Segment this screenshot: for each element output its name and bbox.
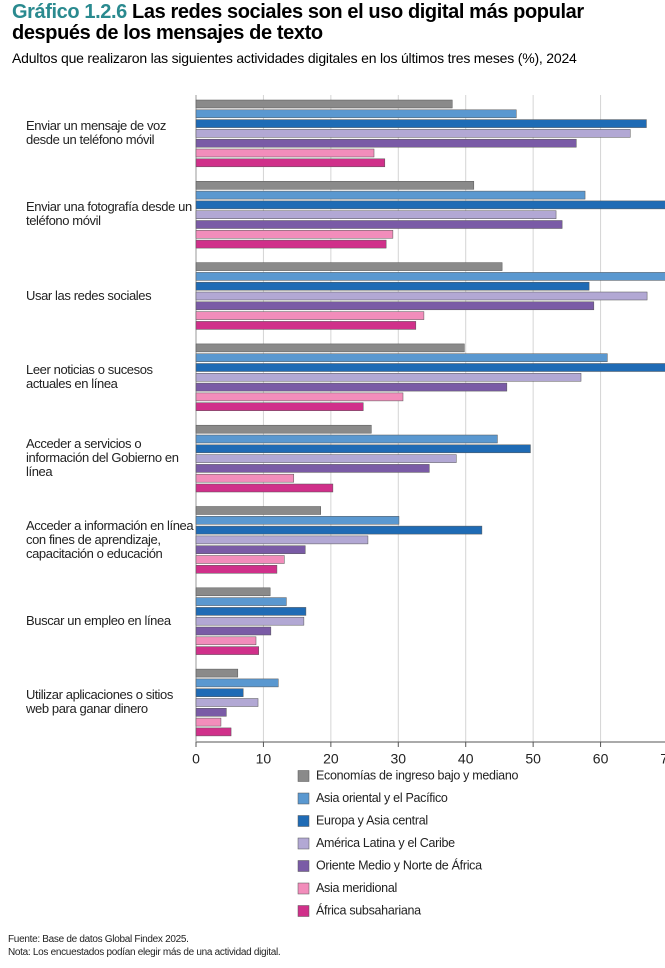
bar (195, 727, 232, 737)
legend-label: América Latina y el Caribe (316, 836, 455, 850)
bar (195, 483, 334, 493)
bar (195, 668, 239, 678)
category-label: Acceder a información en línea con fines… (26, 517, 194, 561)
bar (195, 382, 508, 392)
bar (195, 281, 590, 291)
legend-label: Oriente Medio y Norte de África (316, 857, 482, 872)
legend-label: Economías de ingreso bajo y mediano (316, 768, 518, 782)
x-tick-label: 60 (593, 751, 609, 767)
legend-swatch (297, 882, 310, 895)
bar (195, 210, 557, 219)
category-label: Enviar una fotografía desde un teléfono … (26, 199, 192, 229)
bar (195, 626, 272, 636)
bar (195, 565, 278, 574)
bar (195, 607, 307, 616)
x-tick-label: 10 (256, 751, 272, 767)
bar (195, 717, 222, 727)
x-tick-label: 40 (458, 751, 474, 767)
bar (195, 708, 227, 717)
bar (195, 444, 531, 454)
bar (195, 148, 375, 158)
bar (195, 402, 364, 411)
bar (195, 424, 372, 434)
bar (195, 119, 647, 128)
legend-label: África subsahariana (316, 902, 421, 917)
category-label: Enviar un mensaje de voz desde un teléfo… (26, 118, 166, 147)
bar (195, 301, 595, 311)
chart-subtitle: Adultos que realizaron las siguientes ac… (12, 50, 577, 66)
title-block: Gráfico 1.2.6 Las redes sociales son el … (12, 2, 652, 44)
bar (195, 587, 271, 597)
category-label: Usar las redes sociales (26, 287, 152, 303)
bar (195, 262, 503, 271)
bar (195, 636, 257, 646)
x-tick-label: 70 (660, 751, 665, 767)
x-tick-label: 20 (323, 751, 339, 767)
bar (195, 392, 404, 402)
category-label: Acceder a servicios o información del Go… (26, 436, 179, 480)
legend-swatch (297, 815, 310, 827)
legend-swatch (297, 860, 310, 872)
bar (195, 158, 386, 168)
bar (195, 473, 295, 483)
bar (195, 434, 498, 444)
bar (195, 181, 475, 190)
note: Nota: Los encuestados podían elegir más … (8, 947, 281, 958)
bar (195, 343, 465, 353)
category-label: Leer noticias o sucesos actuales en líne… (26, 361, 153, 391)
bar (195, 525, 483, 535)
bar (195, 353, 608, 362)
bar (195, 373, 582, 382)
bar (195, 129, 631, 138)
x-tick-label: 0 (192, 751, 200, 767)
x-tick-label: 30 (390, 751, 406, 767)
bar (195, 239, 387, 249)
bar (195, 230, 394, 239)
chart-title: Las redes sociales son el uso digital má… (12, 1, 584, 44)
category-label: Buscar un empleo en línea (26, 612, 171, 628)
legend-label: Asia meridional (316, 881, 397, 895)
bar (195, 678, 279, 688)
bar (195, 321, 417, 330)
legend-swatch (297, 792, 310, 805)
chart-label: Gráfico 1.2.6 (12, 1, 127, 23)
bar (195, 291, 648, 301)
bar (195, 272, 665, 281)
bar (195, 109, 517, 119)
bar (195, 616, 305, 626)
bar (195, 138, 577, 148)
bar (195, 363, 665, 372)
source: Fuente: Base de datos Global Findex 2025… (8, 934, 189, 945)
bar (195, 688, 244, 697)
bar (195, 555, 285, 564)
bar (195, 311, 425, 320)
bar (195, 454, 457, 463)
x-tick-label: 50 (525, 751, 541, 767)
bar (195, 506, 321, 515)
bar (195, 646, 259, 655)
legend-swatch (297, 905, 310, 917)
bar (195, 597, 287, 606)
legend-label: Europa y Asia central (316, 813, 428, 827)
bar (195, 545, 306, 554)
bar (195, 220, 563, 229)
legend-swatch (297, 770, 310, 782)
bar (195, 464, 430, 473)
bar (195, 190, 586, 200)
category-label: Utilizar aplicaciones o sitios web para … (26, 687, 173, 717)
bar (195, 535, 369, 545)
bar (195, 516, 400, 525)
bar (195, 200, 665, 210)
legend-label: Asia oriental y el Pacífico (316, 791, 448, 805)
bar (195, 698, 259, 707)
legend-swatch (297, 837, 310, 850)
bar (195, 99, 453, 109)
